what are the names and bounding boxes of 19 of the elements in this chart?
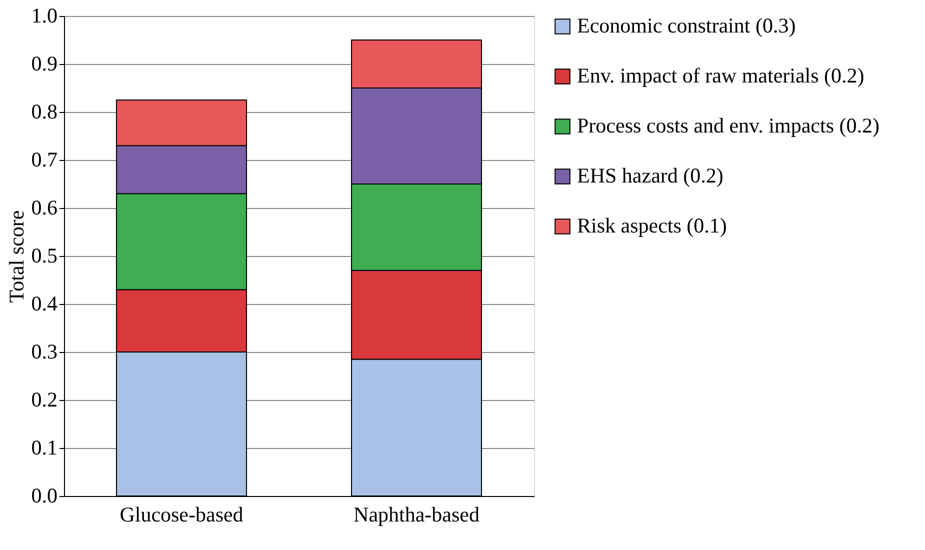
y-tick-label: 0.3 (31, 340, 58, 364)
y-tick-label: 0.4 (31, 292, 58, 316)
y-tick-label: 0.1 (31, 436, 58, 460)
legend-label: EHS hazard (0.2) (577, 164, 724, 188)
y-tick-label: 1.0 (31, 4, 58, 28)
legend-label: Economic constraint (0.3) (577, 14, 796, 38)
y-tick-label: 0.7 (31, 148, 58, 172)
y-axis-title: Total score (4, 210, 28, 303)
y-tick-label: 0.2 (31, 388, 58, 412)
y-tick-label: 0.9 (31, 52, 58, 76)
y-tick-label: 0.0 (31, 484, 58, 508)
y-tick-label: 0.5 (31, 244, 58, 268)
legend-label: Process costs and env. impacts (0.2) (577, 114, 880, 138)
y-tick-label: 0.6 (31, 196, 58, 220)
x-tick-label: Glucose-based (120, 502, 244, 526)
y-tick-label: 0.8 (31, 100, 58, 124)
legend-label: Env. impact of raw materials (0.2) (577, 64, 864, 88)
x-tick-label: Naphtha-based (354, 502, 480, 526)
legend-label: Risk aspects (0.1) (577, 214, 727, 238)
